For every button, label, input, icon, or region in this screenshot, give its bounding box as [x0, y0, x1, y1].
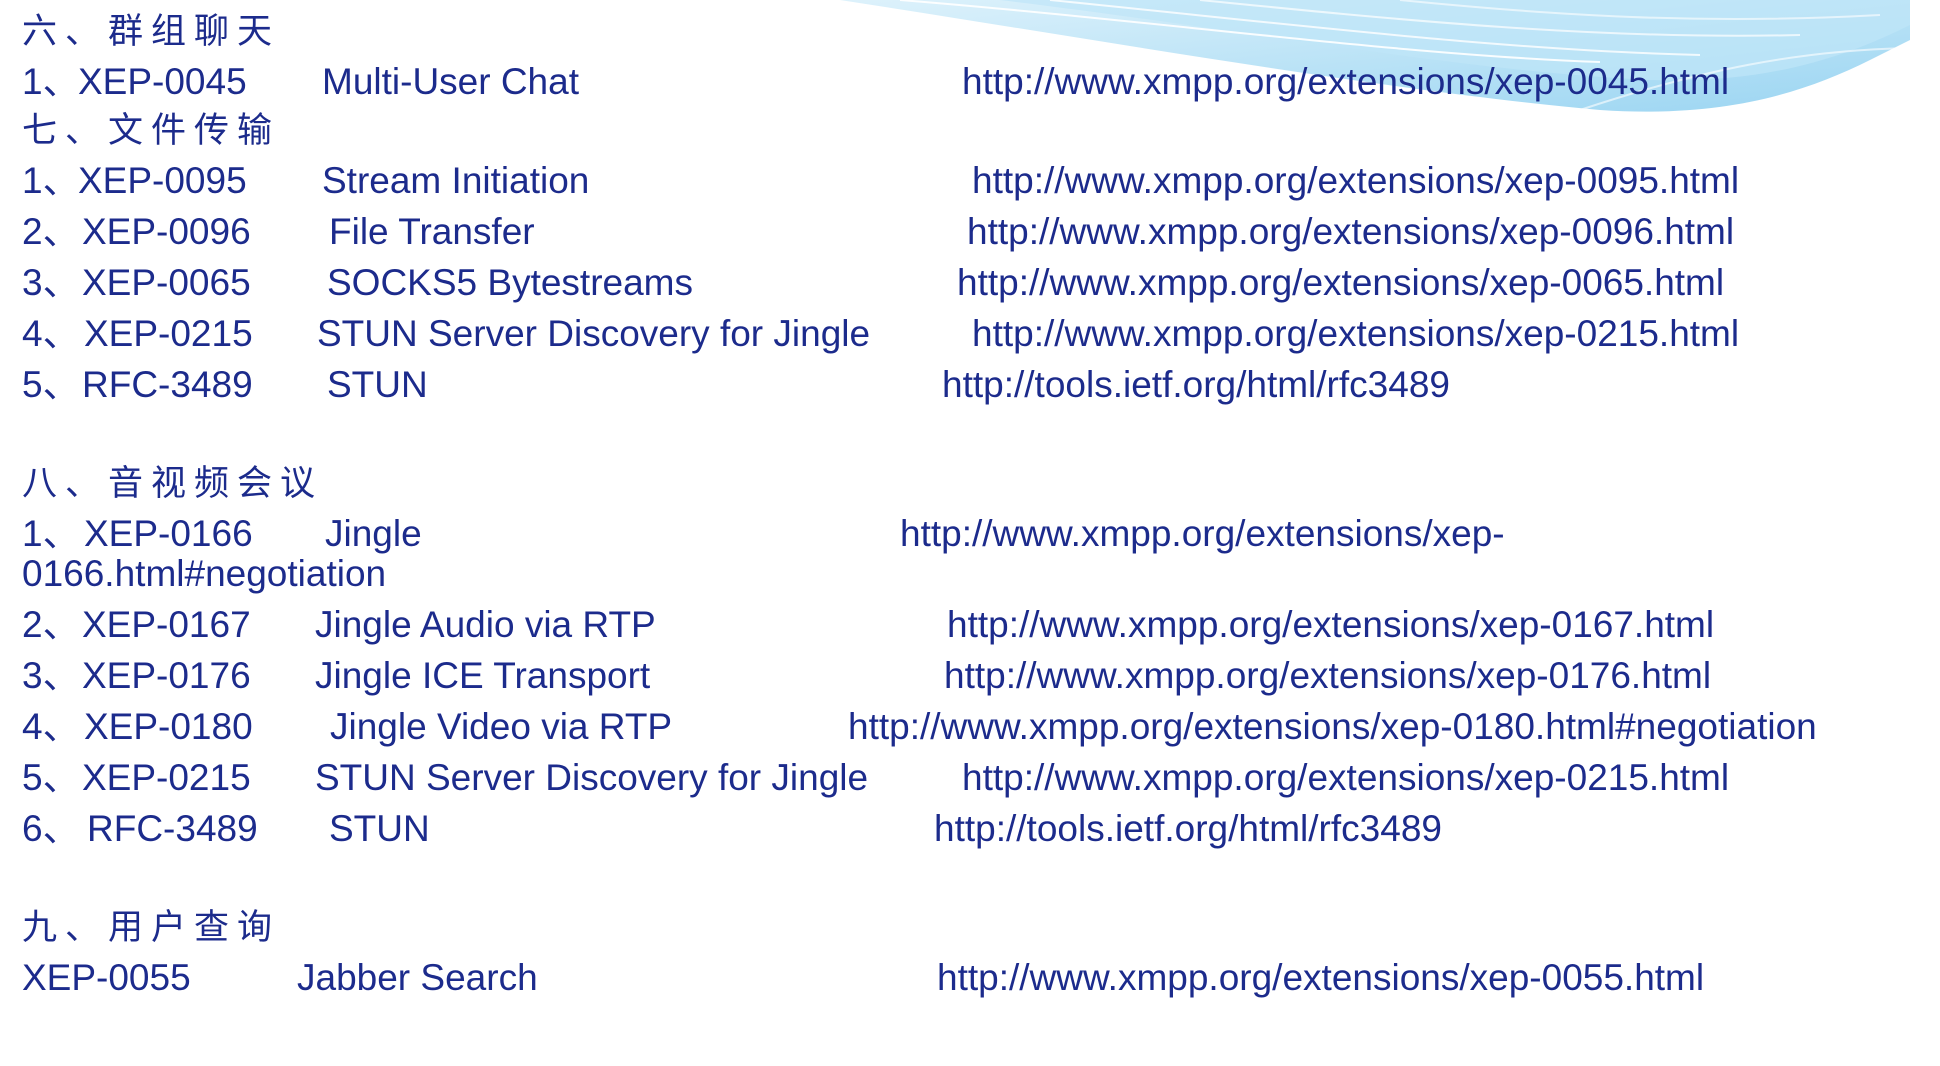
spec-url: http://www.xmpp.org/extensions/xep-0055.…: [937, 957, 1705, 998]
spec-name: Jingle Video via RTP: [330, 706, 673, 747]
spec-row: 4、 XEP-0180 Jingle Video via RTP http://…: [22, 701, 1932, 752]
spec-url: http://tools.ietf.org/html/rfc3489: [942, 364, 1450, 405]
spec-name: SOCKS5 Bytestreams: [327, 262, 694, 303]
section-heading-user-search: 九、用户查询: [22, 908, 281, 948]
item-number: 5、: [22, 364, 80, 405]
spec-code: XEP-0045: [78, 61, 247, 102]
spec-url: http://www.xmpp.org/extensions/xep-0096.…: [967, 211, 1735, 252]
document-content: 六、群组聊天 1、 XEP-0045 Multi-User Chat http:…: [22, 8, 1932, 1003]
spec-code: XEP-0096: [82, 211, 251, 252]
spec-code: XEP-0215: [84, 313, 253, 354]
spec-code: XEP-0180: [84, 706, 253, 747]
item-number: 2、: [22, 211, 80, 252]
section-heading-group-chat: 六、群组聊天: [22, 12, 281, 52]
spec-row: 4、 XEP-0215 STUN Server Discovery for Ji…: [22, 308, 1932, 359]
spec-url: http://www.xmpp.org/extensions/xep-0065.…: [957, 262, 1725, 303]
spec-name: STUN Server Discovery for Jingle: [315, 757, 869, 798]
spec-url: http://www.xmpp.org/extensions/xep-0176.…: [944, 655, 1712, 696]
spec-row: XEP-0055 Jabber Search http://www.xmpp.o…: [22, 952, 1932, 1003]
section-heading-file-transfer: 七、文件传输: [22, 111, 281, 151]
item-number: 6、: [22, 808, 80, 849]
spec-name: Stream Initiation: [322, 160, 590, 201]
spec-row: 1、 XEP-0045 Multi-User Chat http://www.x…: [22, 56, 1932, 107]
item-number: 5、: [22, 757, 80, 798]
spec-name: Jabber Search: [297, 957, 538, 998]
spec-url: http://www.xmpp.org/extensions/xep-0215.…: [962, 757, 1730, 798]
decorative-wave-graphic: [840, 0, 1911, 112]
spec-url: http://www.xmpp.org/extensions/xep-0215.…: [972, 313, 1740, 354]
item-number: 1、: [22, 513, 80, 554]
spec-url: http://tools.ietf.org/html/rfc3489: [934, 808, 1442, 849]
spec-code: XEP-0176: [82, 655, 251, 696]
section-spacer: [22, 410, 1932, 460]
spec-row: 3、 XEP-0176 Jingle ICE Transport http://…: [22, 650, 1932, 701]
spec-code: XEP-0215: [82, 757, 251, 798]
spec-name: File Transfer: [329, 211, 535, 252]
spec-code: RFC-3489: [82, 364, 253, 405]
spec-code: XEP-0166: [84, 513, 253, 554]
item-number: 2、: [22, 604, 80, 645]
spec-name: STUN Server Discovery for Jingle: [317, 313, 871, 354]
spec-code: RFC-3489: [87, 808, 258, 849]
spec-code: XEP-0095: [78, 160, 247, 201]
item-number: 3、: [22, 262, 80, 303]
spec-name: STUN: [329, 808, 430, 849]
spec-url-continuation: 0166.html#negotiation: [22, 553, 387, 594]
section-heading-av-conference: 八、音视频会议: [22, 464, 324, 504]
item-number: 4、: [22, 706, 80, 747]
spec-name: Jingle Audio via RTP: [315, 604, 656, 645]
spec-row: 1、 XEP-0166 Jingle http://www.xmpp.org/e…: [22, 508, 1932, 599]
spec-row: 1、 XEP-0095 Stream Initiation http://www…: [22, 155, 1932, 206]
spec-row: 5、 RFC-3489 STUN http://tools.ietf.org/h…: [22, 359, 1932, 410]
spec-url: http://www.xmpp.org/extensions/xep-: [900, 513, 1505, 554]
item-number: 1、: [22, 160, 80, 201]
spec-name: Multi-User Chat: [322, 61, 579, 102]
spec-url: http://www.xmpp.org/extensions/xep-0167.…: [947, 604, 1715, 645]
spec-row: 2、 XEP-0167 Jingle Audio via RTP http://…: [22, 599, 1932, 650]
item-number: 1、: [22, 61, 80, 102]
item-number: 3、: [22, 655, 80, 696]
spec-url: http://www.xmpp.org/extensions/xep-0095.…: [972, 160, 1740, 201]
spec-row: 6、 RFC-3489 STUN http://tools.ietf.org/h…: [22, 803, 1932, 854]
spec-name: Jingle: [325, 513, 422, 554]
spec-code: XEP-0065: [82, 262, 251, 303]
spec-code: XEP-0167: [82, 604, 251, 645]
spec-url: http://www.xmpp.org/extensions/xep-0180.…: [848, 706, 1817, 747]
spec-name: STUN: [327, 364, 428, 405]
spec-row: 2、 XEP-0096 File Transfer http://www.xmp…: [22, 206, 1932, 257]
spec-code: XEP-0055: [22, 957, 191, 998]
spec-url: http://www.xmpp.org/extensions/xep-0045.…: [962, 61, 1730, 102]
spec-name: Jingle ICE Transport: [315, 655, 651, 696]
spec-row: 5、 XEP-0215 STUN Server Discovery for Ji…: [22, 752, 1932, 803]
section-spacer: [22, 854, 1932, 904]
spec-row: 3、 XEP-0065 SOCKS5 Bytestreams http://ww…: [22, 257, 1932, 308]
item-number: 4、: [22, 313, 80, 354]
